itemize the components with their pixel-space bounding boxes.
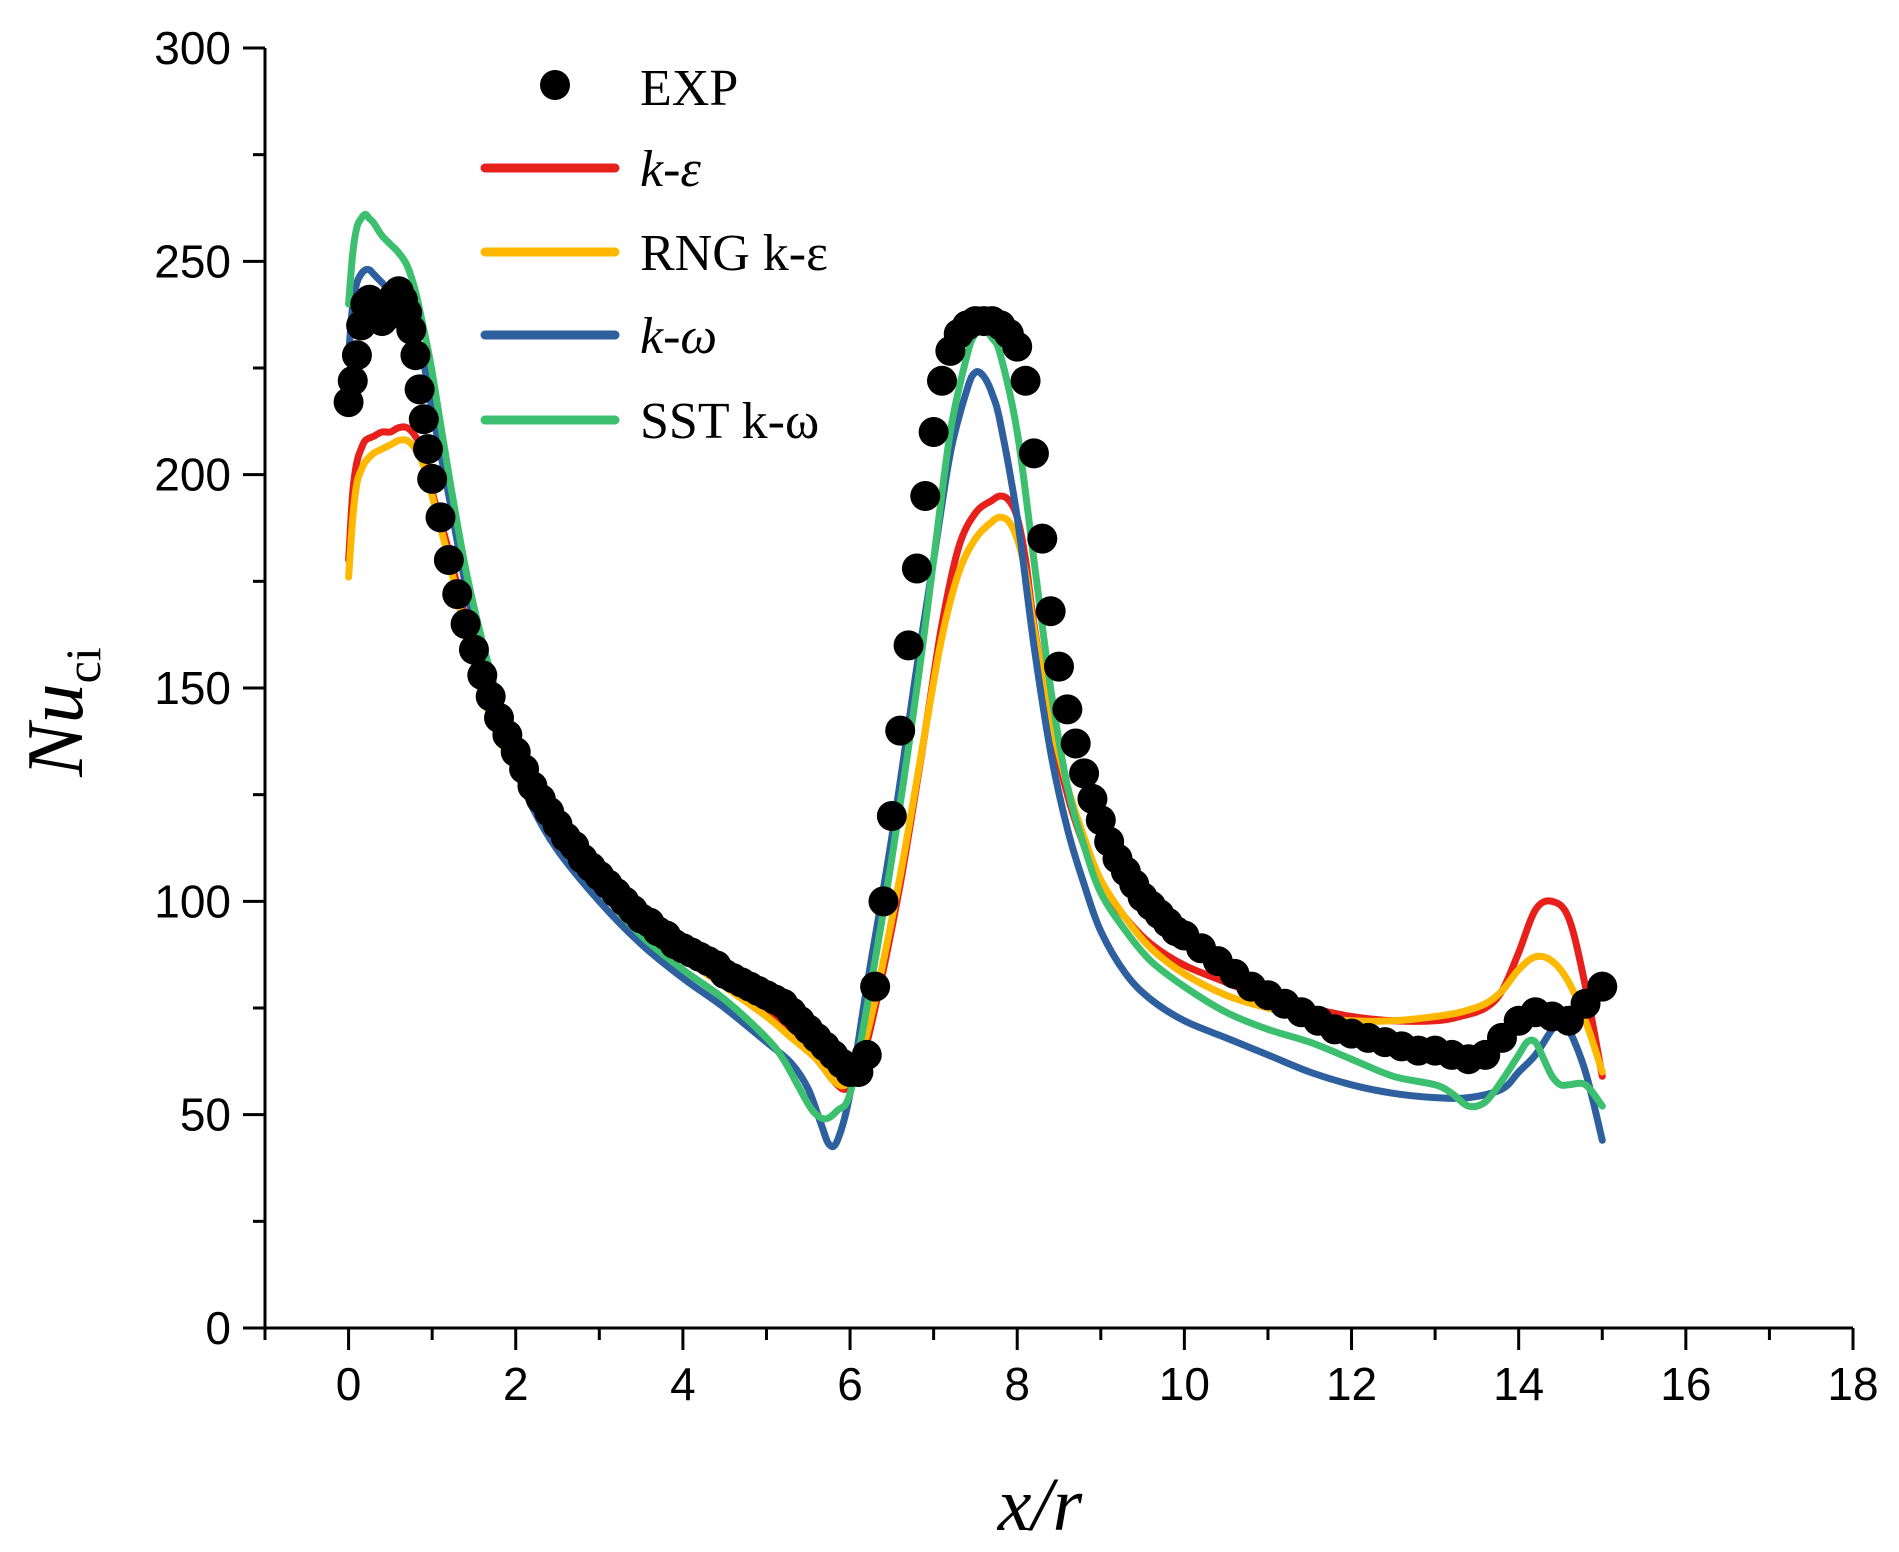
- exp-data-point: [885, 715, 916, 746]
- exp-data-point: [860, 971, 891, 1002]
- x-tick-label: 6: [837, 1358, 863, 1410]
- legend-label-sst-k-omega: SST k-ω: [640, 393, 819, 450]
- exp-data-point: [893, 630, 924, 661]
- exp-data-point: [433, 545, 464, 575]
- exp-data-point: [337, 365, 368, 396]
- exp-data-point: [910, 481, 941, 511]
- series-k-omega: [345, 265, 1606, 1151]
- x-tick-label: 4: [670, 1358, 696, 1410]
- y-axis-title-sub: ci: [55, 647, 111, 683]
- exp-data-point: [400, 340, 431, 371]
- axes: 0 50 100 150 200 250 300 0 2 4 6 8 10 12 14 16 18: [154, 22, 1878, 1410]
- y-tick-label: 50: [180, 1089, 231, 1141]
- legend-label-k-omega: k-ω: [640, 308, 717, 365]
- exp-data-point: [926, 365, 957, 396]
- y-tick-label: 200: [154, 449, 231, 501]
- legend: EXP k-ε RNG k-ε k-ω SST k-ω: [480, 60, 828, 450]
- exp-data-point: [1052, 694, 1083, 725]
- exp-data-point: [918, 417, 949, 447]
- x-tick-label: 2: [503, 1358, 529, 1410]
- exp-data-point: [868, 886, 899, 917]
- x-tick-label: 0: [336, 1358, 362, 1410]
- y-axis-title: Nuci: [12, 647, 111, 777]
- exp-data-point: [412, 434, 443, 465]
- x-tick-label: 14: [1493, 1358, 1544, 1410]
- exp-data-point: [408, 404, 439, 435]
- exp-data-point: [876, 801, 907, 831]
- exp-data-point: [341, 340, 372, 371]
- legend-label-k-epsilon: k-ε: [640, 141, 701, 198]
- series-k-epsilon: [345, 423, 1606, 1093]
- y-tick-label: 100: [154, 875, 231, 927]
- x-tick-label: 10: [1159, 1358, 1210, 1410]
- x-axis-title: x/r: [997, 1463, 1083, 1547]
- series-layer: [345, 210, 1606, 1151]
- exp-data-point: [1044, 651, 1074, 682]
- y-tick-label: 0: [205, 1302, 231, 1354]
- legend-label-rng-k-epsilon: RNG k-ε: [640, 225, 828, 282]
- exp-layer: [333, 276, 1618, 1087]
- legend-exp-marker: [540, 70, 570, 100]
- exp-data-point: [458, 634, 489, 665]
- exp-data-point: [425, 502, 456, 533]
- exp-data-point: [1060, 728, 1091, 759]
- exp-data-point: [1587, 971, 1618, 1002]
- exp-data-point: [1010, 365, 1041, 396]
- y-ticks: 0 50 100 150 200 250 300: [154, 22, 265, 1354]
- exp-data-point: [404, 374, 435, 405]
- exp-data-point: [1027, 523, 1058, 554]
- x-tick-label: 8: [1004, 1358, 1030, 1410]
- legend-exp-label: EXP: [640, 60, 738, 117]
- exp-data-point: [1069, 758, 1100, 789]
- x-tick-label: 16: [1660, 1358, 1711, 1410]
- y-tick-label: 300: [154, 22, 231, 74]
- y-tick-label: 250: [154, 235, 231, 287]
- exp-data-point: [1018, 438, 1049, 469]
- exp-data-point: [417, 463, 448, 494]
- x-ticks: 0 2 4 6 8 10 12 14 16 18: [263, 1328, 1879, 1410]
- exp-data-point: [851, 1039, 882, 1070]
- y-tick-label: 150: [154, 662, 231, 714]
- y-axis-title-main: Nu: [12, 683, 100, 777]
- exp-data-point: [442, 579, 473, 610]
- exp-data-point: [1002, 331, 1033, 362]
- series-sst-k-omega: [345, 210, 1606, 1123]
- exp-data-point: [396, 314, 427, 345]
- x-tick-label: 12: [1326, 1358, 1377, 1410]
- x-tick-label: 18: [1827, 1358, 1878, 1410]
- exp-data-point: [450, 609, 481, 639]
- exp-data-point: [1035, 596, 1066, 627]
- exp-data-point: [901, 553, 932, 584]
